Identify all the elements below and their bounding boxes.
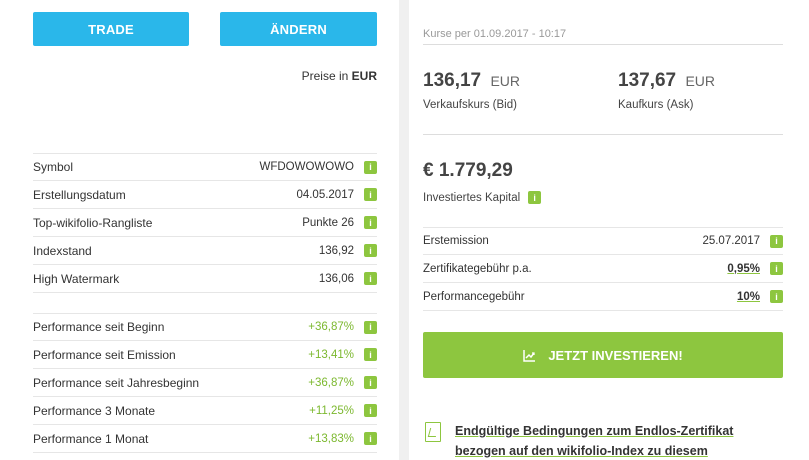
info-icon[interactable]: i: [364, 216, 377, 229]
panel-divider: [399, 0, 409, 460]
info-icon[interactable]: i: [770, 262, 783, 275]
invested-capital-label: Investiertes Kapital: [423, 191, 521, 204]
final-terms-link[interactable]: Endgültige Bedingungen zum Endlos-Zertif…: [455, 424, 734, 458]
ask-price-block: 137,67 EUR Kaufkurs (Ask): [618, 70, 715, 111]
invest-now-label: JETZT INVESTIEREN!: [548, 347, 683, 363]
right-panel: Kurse per 01.09.2017 - 10:17 136,17 EUR …: [409, 0, 809, 460]
table-row: Performance seit Beginn +36,87% i: [33, 313, 377, 341]
row-value: 136,92: [318, 244, 354, 257]
table-row: Zertifikategebühr p.a. 0,95% i: [423, 255, 783, 283]
left-panel: TRADE ÄNDERN Preise in EUR Symbol WFDOWO…: [0, 0, 399, 460]
row-value: +36,87%: [308, 376, 354, 389]
row-label: Performancegebühr: [423, 290, 525, 303]
info-icon[interactable]: i: [364, 376, 377, 389]
row-label: Zertifikategebühr p.a.: [423, 262, 532, 275]
row-value: +13,41%: [308, 348, 354, 361]
performance-fee-link[interactable]: 10%: [736, 290, 760, 303]
row-label: Symbol: [33, 160, 74, 174]
table-row: Performance seit Jahresbeginn +36,87% i: [33, 369, 377, 397]
invest-now-button[interactable]: JETZT INVESTIEREN!: [423, 332, 783, 378]
row-value: Punkte 26: [302, 216, 354, 229]
currency-value: EUR: [351, 69, 377, 83]
divider-line: [423, 134, 783, 135]
table-row: Indexstand 136,92 i: [33, 237, 377, 265]
table-row: Symbol WFDOWOWOWO i: [33, 153, 377, 181]
ask-value: 137,67: [618, 70, 677, 91]
row-label: Erstemission: [423, 235, 489, 247]
price-timestamp: Kurse per 01.09.2017 - 10:17: [423, 28, 783, 45]
info-icon[interactable]: i: [364, 432, 377, 445]
info-icon[interactable]: i: [364, 320, 377, 334]
row-value: 136,06: [318, 272, 354, 285]
row-label: Indexstand: [33, 243, 92, 258]
bid-label: Verkaufskurs (Bid): [423, 99, 517, 111]
info-icon[interactable]: i: [528, 191, 542, 204]
invested-capital-value: € 1.779,29: [423, 160, 513, 181]
row-label: Performance seit Jahresbeginn: [33, 375, 200, 390]
performance-table: Performance seit Beginn +36,87% i Perfor…: [33, 313, 377, 453]
table-row: Performance seit Emission +13,41% i: [33, 341, 377, 369]
bid-price-block: 136,17 EUR Verkaufskurs (Bid): [423, 70, 520, 111]
row-value: WFDOWOWOWO: [259, 161, 354, 173]
info-table: Symbol WFDOWOWOWO i Erstellungsdatum 04.…: [33, 153, 377, 293]
table-row: Top-wikifolio-Rangliste Punkte 26 i: [33, 209, 377, 237]
table-row: Performancegebühr 10% i: [423, 283, 783, 311]
chart-up-icon: [523, 349, 536, 362]
change-button[interactable]: ÄNDERN: [220, 12, 377, 46]
row-value: +11,25%: [309, 404, 354, 417]
info-icon[interactable]: i: [364, 188, 377, 201]
info-icon[interactable]: i: [770, 234, 783, 248]
info-icon[interactable]: i: [364, 272, 377, 285]
row-label: High Watermark: [33, 271, 120, 286]
info-icon[interactable]: i: [364, 160, 377, 174]
bid-value: 136,17: [423, 70, 482, 91]
certificate-fee-link[interactable]: 0,95%: [727, 262, 760, 275]
table-row: High Watermark 136,06 i: [33, 265, 377, 293]
info-icon[interactable]: i: [364, 404, 377, 417]
row-label: Top-wikifolio-Rangliste: [33, 215, 153, 230]
info-icon[interactable]: i: [364, 348, 377, 361]
table-row: Performance 3 Monate +11,25% i: [33, 397, 377, 425]
table-row: Performance 1 Monat +13,83% i: [33, 425, 377, 453]
pdf-document-icon: [425, 422, 441, 442]
invested-capital-label-row: Investiertes Kapital i: [423, 191, 542, 204]
document-link-row: Endgültige Bedingungen zum Endlos-Zertif…: [425, 421, 775, 460]
row-value: +36,87%: [308, 321, 354, 333]
table-row: Erstemission 25.07.2017 i: [423, 227, 783, 255]
row-value: 04.05.2017: [296, 188, 354, 201]
row-value: +13,83%: [308, 432, 354, 445]
prices-in-label: Preise in: [301, 69, 349, 83]
table-row: Erstellungsdatum 04.05.2017 i: [33, 181, 377, 209]
row-value: 25.07.2017: [702, 235, 760, 247]
currency-indicator: Preise in EUR: [302, 69, 377, 83]
ask-currency: EUR: [685, 73, 716, 89]
row-label: Performance seit Emission: [33, 347, 176, 362]
row-label: Erstellungsdatum: [33, 187, 126, 202]
ask-label: Kaufkurs (Ask): [618, 99, 694, 111]
row-label: Performance 1 Monat: [33, 431, 149, 446]
row-label: Performance seit Beginn: [33, 320, 165, 334]
certificate-details: Erstemission 25.07.2017 i Zertifikategeb…: [423, 227, 783, 311]
bid-currency: EUR: [490, 73, 521, 89]
trade-button[interactable]: TRADE: [33, 12, 189, 46]
info-icon[interactable]: i: [364, 244, 377, 257]
info-icon[interactable]: i: [770, 290, 783, 303]
row-label: Performance 3 Monate: [33, 403, 156, 418]
